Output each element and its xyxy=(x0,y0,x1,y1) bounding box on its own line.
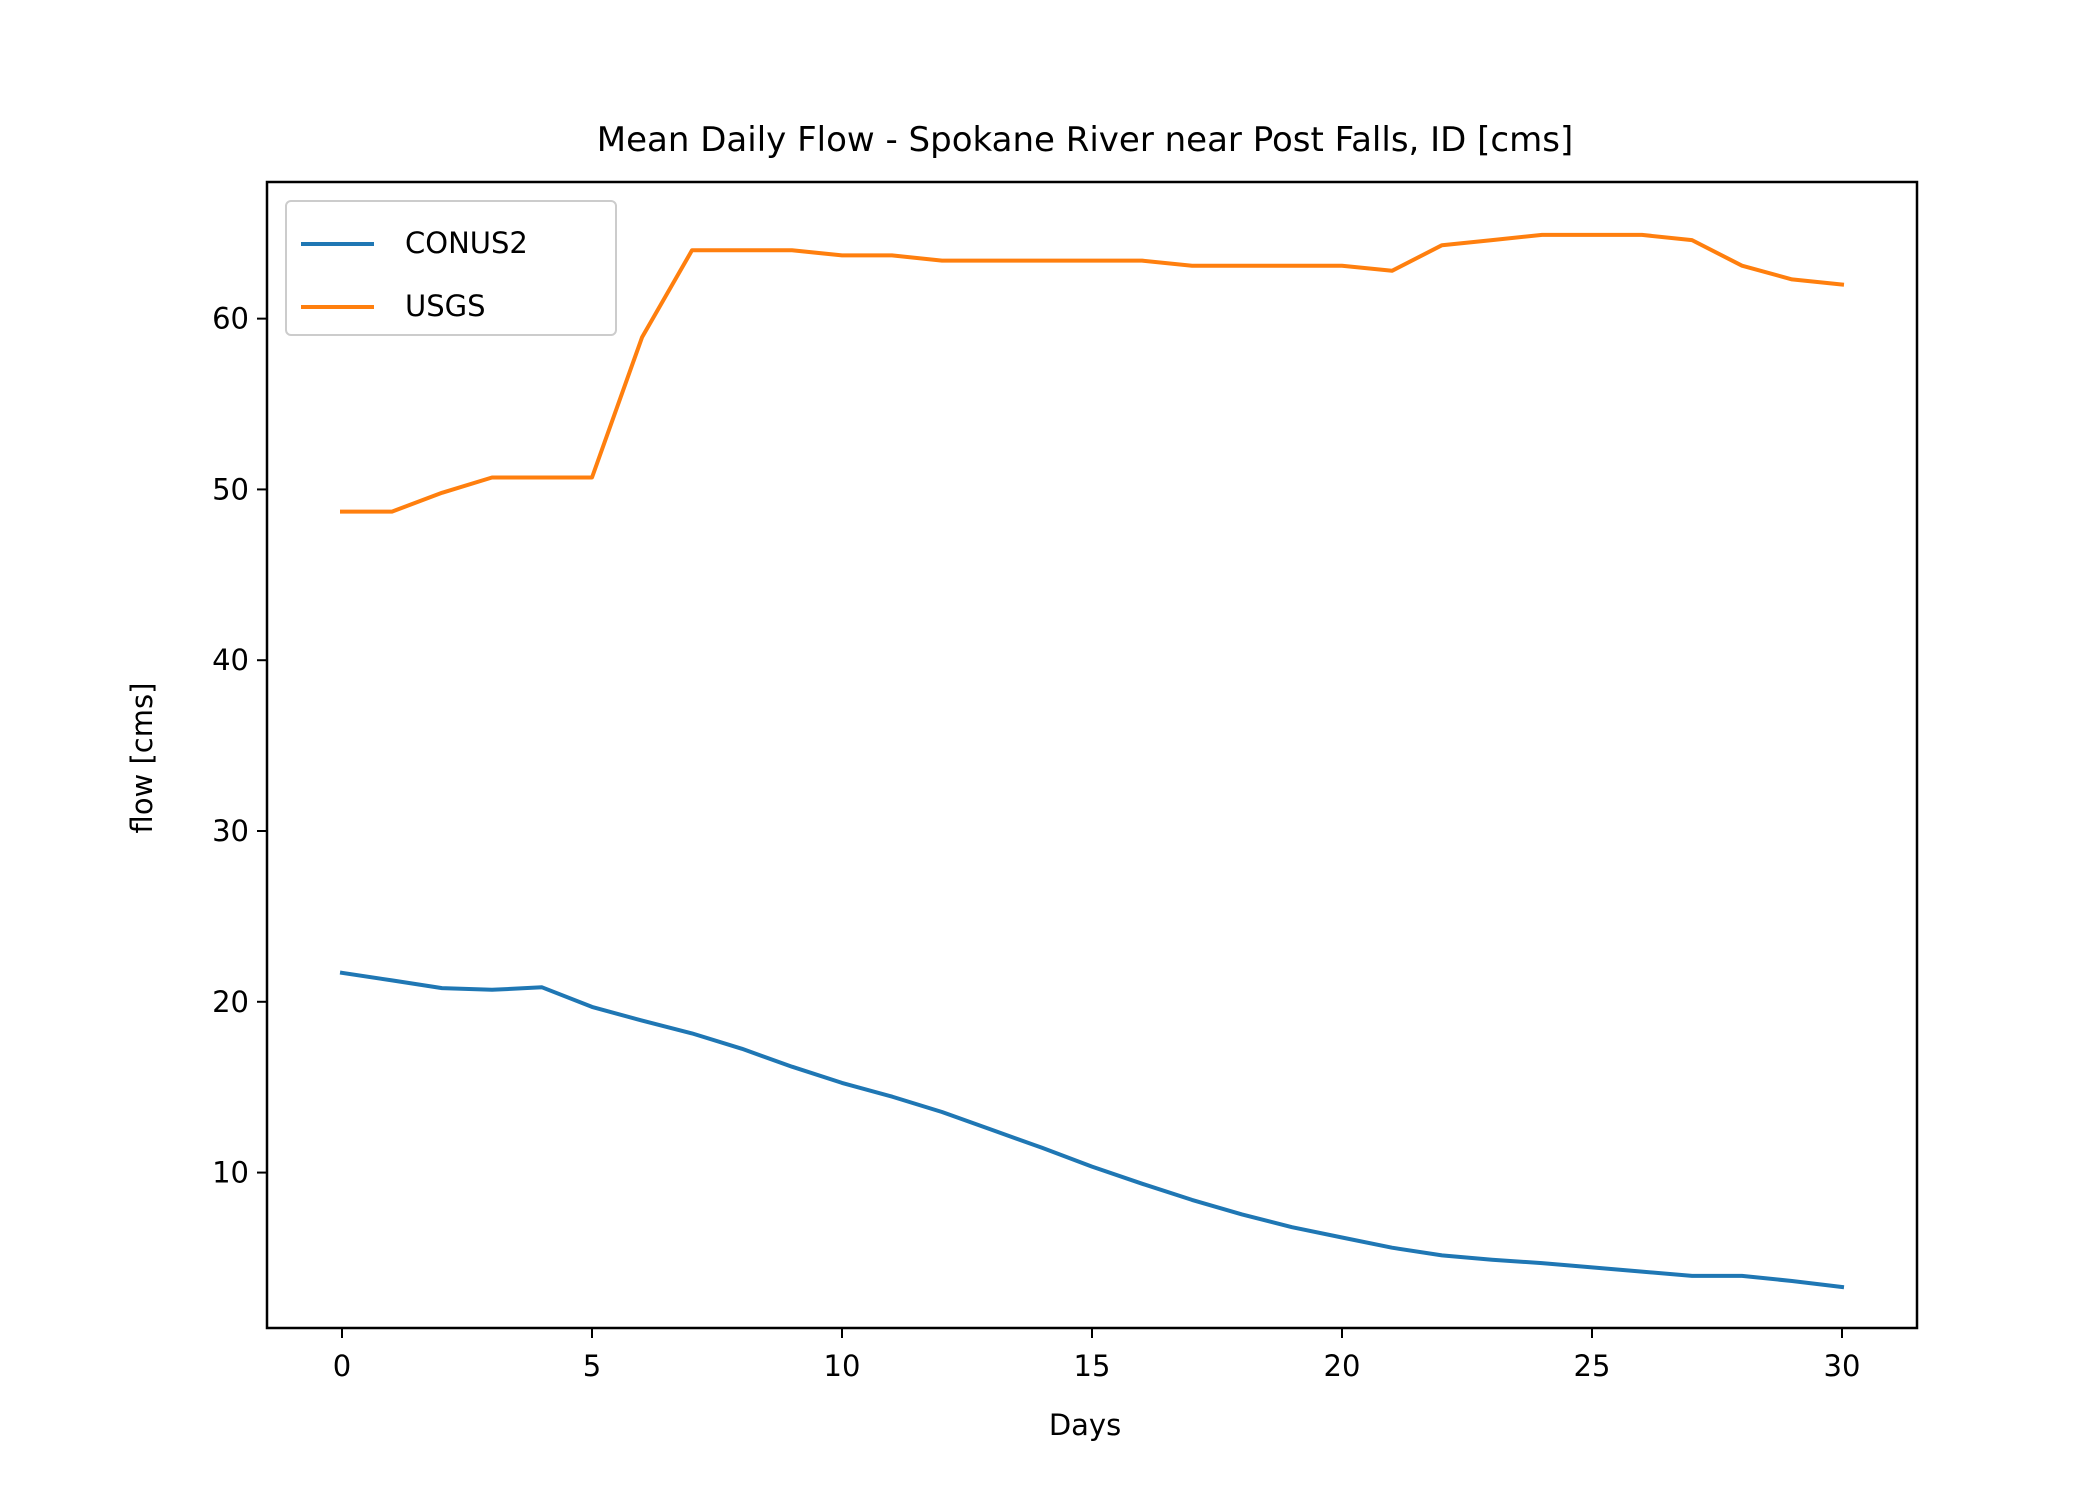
y-tick-label: 60 xyxy=(212,302,249,336)
x-axis: 0 5 10 15 20 25 30 xyxy=(333,1328,1861,1383)
x-tick-label: 10 xyxy=(824,1349,861,1383)
series-line-conus2 xyxy=(339,970,1845,1290)
x-tick-label: 15 xyxy=(1074,1349,1111,1383)
y-axis-label: flow [cms] xyxy=(125,683,159,834)
y-tick-label: 20 xyxy=(212,985,249,1019)
x-tick-label: 5 xyxy=(583,1349,601,1383)
legend-label-conus2: CONUS2 xyxy=(405,226,528,260)
x-tick-label: 20 xyxy=(1324,1349,1361,1383)
legend: CONUS2 USGS xyxy=(285,200,617,336)
x-tick-label: 25 xyxy=(1574,1349,1611,1383)
series-layer xyxy=(339,232,1845,1290)
legend-label-usgs: USGS xyxy=(405,289,486,323)
series-line-usgs xyxy=(340,232,1845,514)
x-axis-label: Days xyxy=(1049,1408,1121,1442)
legend-box xyxy=(285,200,617,336)
y-axis: 10 20 30 40 50 60 xyxy=(212,302,267,1190)
chart-title: Mean Daily Flow - Spokane River near Pos… xyxy=(597,120,1573,160)
y-tick-label: 30 xyxy=(212,814,249,848)
y-tick-label: 40 xyxy=(212,643,249,677)
x-tick-label: 30 xyxy=(1824,1349,1861,1383)
y-tick-label: 10 xyxy=(212,1156,249,1190)
y-tick-label: 50 xyxy=(212,472,249,506)
x-tick-label: 0 xyxy=(333,1349,351,1383)
